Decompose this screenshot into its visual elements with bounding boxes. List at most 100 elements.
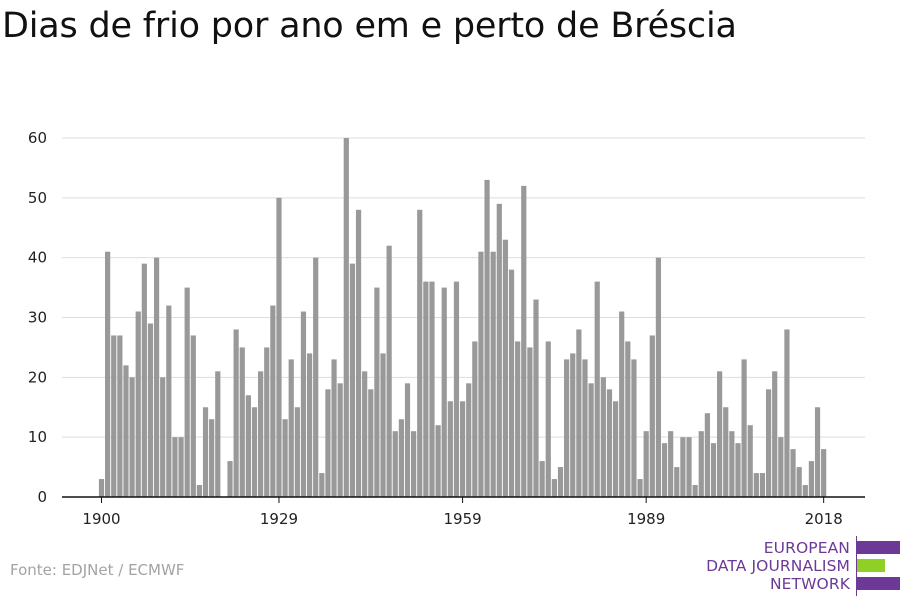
bar-1937 [325, 389, 331, 497]
bar-1926 [258, 371, 264, 497]
y-tick-label-30: 30 [28, 309, 47, 327]
bar-1997 [692, 485, 698, 497]
bar-1900 [98, 479, 105, 497]
bar-1907 [141, 263, 147, 497]
bar-1921 [227, 461, 233, 497]
logo-bar-middle [857, 559, 885, 572]
y-tick-label-0: 0 [37, 488, 47, 506]
source-note: Fonte: EDJNet / ECMWF [10, 561, 185, 579]
bar-1905 [129, 377, 135, 497]
bar-1975 [557, 467, 564, 497]
logo-line-network: NETWORK [769, 575, 850, 593]
bar-1931 [288, 359, 294, 497]
bar-1971 [533, 299, 539, 497]
bar-1978 [576, 329, 582, 497]
bar-1951 [411, 431, 417, 497]
bar-2004 [735, 443, 741, 497]
bar-1961 [472, 341, 478, 497]
bar-1958 [453, 281, 460, 497]
y-tick-label-50: 50 [28, 189, 47, 207]
logo-line-data-journalism: DATA JOURNALISM [706, 557, 850, 575]
bar-chart: 0 10 20 30 40 50 60 1900 1929 1959 1989 2018 [28, 129, 865, 528]
bar-1962 [478, 251, 484, 497]
bar-1942 [355, 209, 362, 498]
bar-1932 [294, 407, 300, 497]
bar-1925 [251, 407, 258, 497]
x-tick-label-1959: 1959 [443, 510, 481, 528]
bar-1930 [282, 419, 288, 497]
bar-1981 [594, 281, 600, 497]
bar-1977 [570, 353, 576, 497]
bar-1946 [380, 353, 386, 497]
bar-1965 [496, 203, 502, 497]
bar-1960 [466, 383, 472, 497]
bar-1935 [313, 257, 319, 497]
bar-2007 [753, 473, 759, 497]
bar-1969 [521, 185, 527, 497]
bar-1936 [319, 473, 325, 497]
bar-1996 [686, 437, 692, 497]
bar-1966 [502, 239, 509, 497]
bar-2013 [790, 449, 796, 497]
bar-1993 [668, 431, 674, 497]
bar-1910 [160, 377, 166, 497]
bar-1948 [392, 431, 398, 497]
bar-1915 [190, 335, 196, 497]
y-tick-label-10: 10 [28, 428, 47, 446]
bar-2011 [778, 437, 784, 497]
bar-1934 [306, 353, 313, 497]
x-tick-label-1929: 1929 [260, 510, 298, 528]
bar-1949 [398, 419, 404, 497]
bar-1913 [178, 437, 184, 497]
axis-layer: 0 10 20 30 40 50 60 1900 1929 1959 1989 2018 [28, 129, 865, 528]
y-tick-label-20: 20 [28, 368, 47, 386]
bar-1928 [270, 305, 276, 497]
bar-1959 [459, 401, 466, 497]
bar-1982 [600, 377, 606, 497]
bar-1939 [337, 383, 343, 497]
bar-1938 [331, 359, 337, 497]
bar-1970 [527, 347, 533, 497]
bar-1901 [105, 251, 111, 497]
bar-1912 [172, 437, 178, 497]
bar-1924 [245, 395, 251, 497]
bar-1914 [184, 287, 190, 497]
bar-2015 [802, 485, 808, 497]
bar-1947 [386, 245, 392, 497]
bar-2003 [729, 431, 735, 497]
bar-1983 [606, 389, 613, 497]
x-tick-label-1989: 1989 [627, 510, 665, 528]
bar-2014 [796, 467, 802, 497]
bar-2005 [741, 359, 747, 497]
edjnet-logo[interactable]: EUROPEAN DATA JOURNALISM NETWORK [705, 536, 900, 596]
bar-1991 [655, 257, 662, 497]
bar-1903 [117, 335, 123, 497]
bar-1943 [362, 371, 368, 497]
bar-2002 [723, 407, 729, 497]
bar-2016 [808, 461, 815, 497]
x-tick-label-2018: 2018 [805, 510, 843, 528]
bar-1922 [233, 329, 239, 497]
bar-1945 [374, 287, 380, 497]
bar-1979 [582, 359, 588, 497]
bar-1955 [435, 425, 441, 497]
x-tick-label-1900: 1900 [82, 510, 120, 528]
y-tick-label-40: 40 [28, 249, 47, 267]
bar-2006 [747, 425, 753, 497]
bar-1933 [300, 311, 307, 497]
bar-2009 [765, 389, 772, 497]
logo-line-european: EUROPEAN [763, 539, 850, 557]
bars-layer [98, 138, 827, 498]
bar-2001 [717, 371, 723, 497]
bar-1984 [612, 401, 619, 497]
bar-1929 [276, 197, 282, 497]
bar-1953 [423, 281, 429, 497]
bar-1904 [123, 365, 129, 497]
bar-1995 [680, 437, 686, 497]
bar-1950 [404, 383, 411, 497]
bar-1917 [202, 407, 209, 497]
bar-1911 [166, 305, 172, 497]
bar-2017 [814, 407, 821, 497]
bar-1919 [215, 371, 221, 497]
bar-1963 [484, 179, 490, 497]
